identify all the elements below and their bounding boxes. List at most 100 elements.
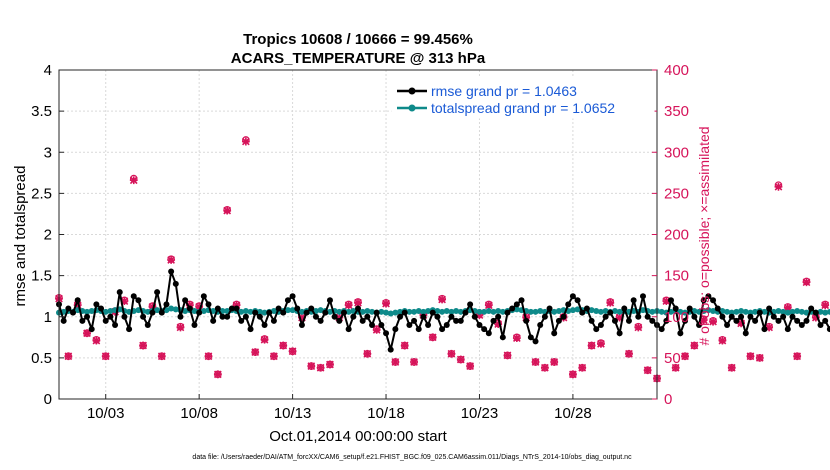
rmse-point — [639, 293, 646, 300]
totalspread-point — [359, 308, 366, 315]
totalspread-point — [383, 309, 390, 316]
rmse-point — [107, 313, 114, 320]
totalspread-point — [284, 307, 291, 314]
obs-assimilated-point — [410, 358, 418, 366]
rmse-point — [252, 309, 259, 316]
rmse-point — [70, 309, 77, 316]
obs-assimilated-point — [447, 349, 456, 358]
x-tick-label: 10/08 — [180, 405, 218, 422]
totalspread-point — [476, 308, 483, 315]
obs-assimilated-point — [484, 301, 493, 310]
totalspread-point — [443, 307, 450, 314]
obs-assimilated-point — [270, 352, 278, 361]
totalspread-point — [490, 308, 497, 315]
rmse-point — [383, 330, 390, 337]
obs-assimilated-point — [288, 347, 297, 356]
totalspread-point — [270, 307, 277, 314]
totalspread-point — [378, 308, 385, 315]
obs-assimilated-point — [597, 339, 605, 348]
totalspread-point — [191, 307, 198, 314]
totalspread-point — [817, 308, 824, 315]
obs-assimilated-point — [213, 370, 222, 379]
obs-assimilated-point — [643, 366, 652, 375]
totalspread-point — [527, 308, 534, 315]
rmse-point — [462, 309, 469, 316]
totalspread-point — [154, 307, 161, 314]
obs-assimilated-point — [260, 335, 269, 344]
y-right-tick-label: 350 — [664, 103, 689, 120]
totalspread-point — [369, 308, 376, 315]
rmse-point — [130, 293, 137, 300]
obs-assimilated-point — [73, 301, 82, 310]
rmse-point — [476, 321, 483, 328]
totalspread-point — [826, 308, 830, 315]
legend-rmse-marker — [408, 87, 416, 95]
rmse-point — [817, 321, 824, 328]
totalspread-point — [780, 308, 787, 315]
rmse-point — [780, 313, 787, 320]
rmse-point — [177, 313, 184, 320]
obs-assimilated-point — [681, 352, 689, 361]
rmse-point — [88, 326, 95, 333]
totalspread-point — [182, 307, 189, 314]
obs-assimilated-point — [344, 301, 353, 310]
x-axis-label: Oct.01,2014 00:00:00 start — [269, 428, 447, 445]
rmse-point — [532, 338, 539, 345]
totalspread-point — [551, 308, 558, 315]
axes-layer: 0 0.5 1 1.5 2 2.5 3 3.5 4 0 50 100 150 200 250 300 350 40… — [31, 62, 689, 422]
rmse-point — [798, 321, 805, 328]
totalspread-point — [747, 309, 754, 316]
obs-assimilated-point — [709, 317, 717, 326]
rmse-point — [93, 301, 100, 308]
rmse-point — [233, 305, 240, 312]
rmse-point — [378, 321, 385, 328]
rmse-point — [228, 305, 235, 312]
totalspread-point — [317, 307, 324, 314]
rmse-point — [597, 321, 604, 328]
rmse-point — [565, 301, 572, 308]
rmse-point — [574, 297, 581, 304]
rmse-point — [121, 313, 128, 320]
rmse-point — [467, 301, 474, 308]
obs-assimilated-point — [793, 352, 802, 361]
totalspread-point — [649, 308, 656, 315]
rmse-point — [579, 309, 586, 316]
totalspread-point — [794, 307, 801, 314]
obs-assimilated-point — [307, 362, 316, 370]
totalspread-point — [345, 308, 352, 315]
rmse-point — [555, 317, 562, 324]
totalspread-point — [597, 308, 604, 315]
totalspread-point — [616, 308, 623, 315]
rmse-point — [719, 313, 726, 320]
rmse-point — [116, 289, 123, 296]
obs-assimilated-point — [241, 137, 250, 146]
totalspread-point — [289, 307, 296, 314]
rmse-point — [822, 317, 829, 324]
rmse-point — [504, 309, 511, 316]
rmse-point — [74, 297, 81, 304]
x-tick-label: 10/03 — [87, 405, 125, 422]
obs-assimilated-point — [139, 341, 147, 350]
rmse-point — [733, 317, 740, 324]
rmse-point — [672, 305, 679, 312]
obs-assimilated-point — [456, 355, 465, 364]
y-left-tick-label: 4 — [44, 62, 52, 79]
totalspread-point — [200, 307, 207, 314]
rmse-point — [677, 330, 684, 337]
y-right-tick-label: 150 — [664, 268, 689, 285]
rmse-point — [336, 317, 343, 324]
totalspread-point — [457, 308, 464, 315]
rmse-point — [495, 313, 502, 320]
obs-assimilated-point — [391, 358, 400, 366]
rmse-point — [415, 326, 422, 333]
totalspread-point — [588, 307, 595, 314]
y-right-tick-label: 400 — [664, 62, 689, 79]
obs-assimilated-point — [428, 333, 437, 342]
obs-assimilated-point — [746, 352, 755, 361]
obs-assimilated-point — [438, 295, 446, 304]
rmse-point — [784, 326, 791, 333]
obs-assimilated-point — [176, 323, 185, 332]
rmse-point — [387, 346, 394, 353]
totalspread-point — [406, 308, 413, 315]
obs-assimilated-point — [326, 360, 334, 369]
